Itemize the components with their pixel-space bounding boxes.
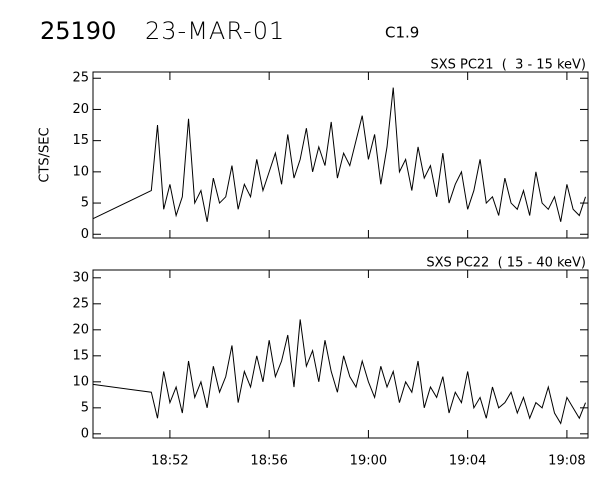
plot-frame xyxy=(92,71,589,239)
y-tick-label: 10 xyxy=(72,374,89,389)
data-line xyxy=(92,87,586,222)
panel-title: SXS PC22 ( 15 - 40 keV) xyxy=(426,256,586,271)
y-tick-label: 0 xyxy=(81,426,89,441)
y-tick-label: 10 xyxy=(72,164,89,179)
y-tick-label: 0 xyxy=(81,227,89,242)
x-tick-label: 18:56 xyxy=(250,454,287,469)
y-tick-label: 15 xyxy=(72,133,89,148)
event-date: 23-MAR-01 xyxy=(145,17,285,45)
panel-title: SXS PC21 ( 3 - 15 keV) xyxy=(430,58,586,73)
y-axis-label: CTS/SEC xyxy=(38,127,53,182)
event-id: 25190 xyxy=(40,17,116,45)
y-tick-label: 15 xyxy=(72,348,89,363)
y-tick-label: 30 xyxy=(72,270,89,285)
y-tick-label: 25 xyxy=(72,296,89,311)
x-tick-label: 18:52 xyxy=(151,454,188,469)
y-tick-label: 5 xyxy=(81,400,89,415)
x-tick-label: 19:00 xyxy=(350,454,387,469)
plot-frame xyxy=(92,269,589,439)
x-tick-label: 19:08 xyxy=(548,454,585,469)
y-tick-label: 5 xyxy=(81,196,89,211)
flare-class: C1.9 xyxy=(385,24,419,42)
y-tick-label: 20 xyxy=(72,322,89,337)
y-tick-label: 20 xyxy=(72,102,89,117)
y-tick-label: 25 xyxy=(72,71,89,86)
x-tick-label: 19:04 xyxy=(449,454,486,469)
data-line xyxy=(92,319,586,425)
